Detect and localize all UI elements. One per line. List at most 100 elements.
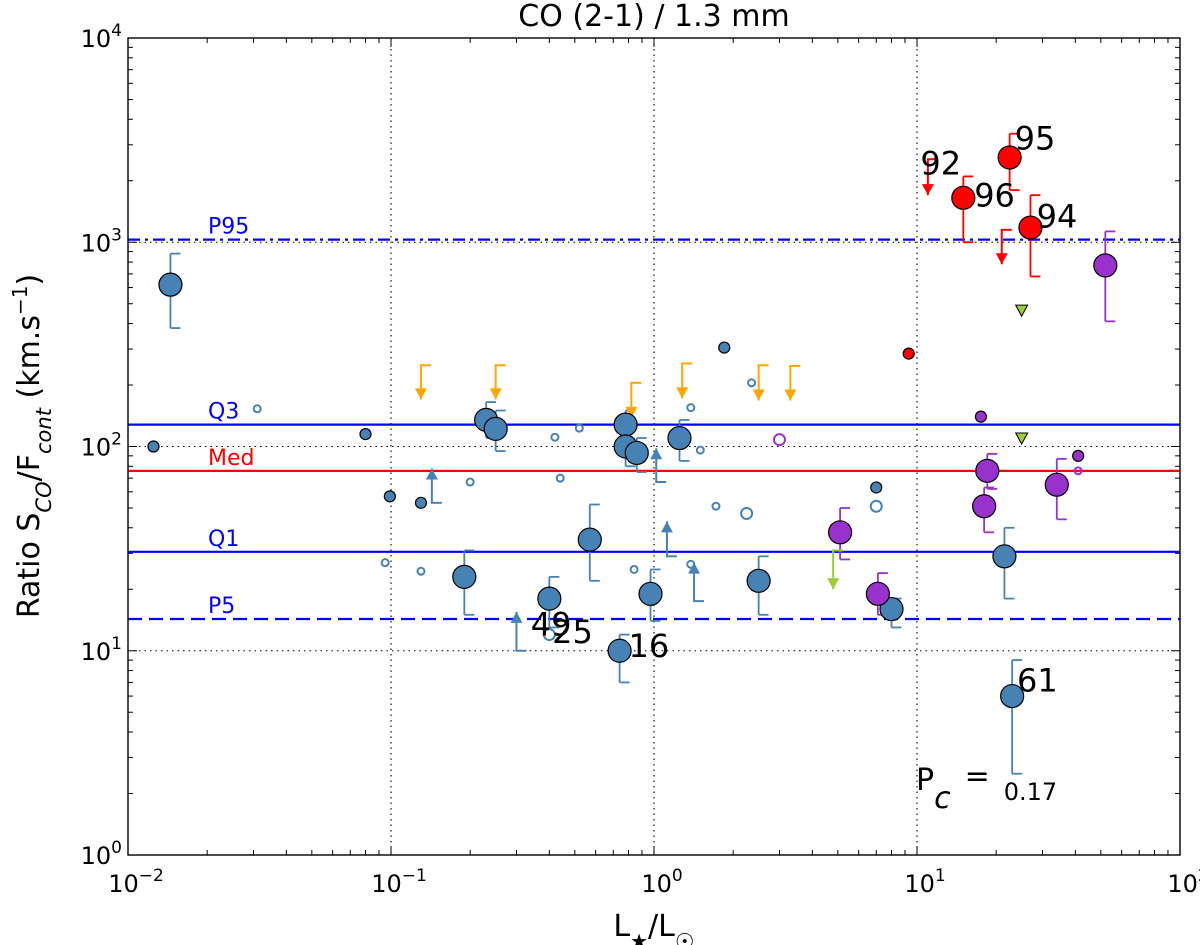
- grid: [128, 38, 1180, 855]
- upper-limit-arrow: [784, 364, 801, 401]
- y-tick-label: 100: [81, 838, 122, 870]
- data-point: [997, 145, 1022, 170]
- open-point: [686, 403, 696, 413]
- open-point: [252, 404, 262, 414]
- x-tick-label: 100: [641, 866, 682, 898]
- data-point: [359, 428, 372, 441]
- upper-limit-arrow-head: [625, 406, 638, 418]
- data-point: [992, 544, 1017, 569]
- open-point: [711, 501, 721, 511]
- data-point: [667, 425, 692, 451]
- upper-limit-arrow: [752, 364, 769, 401]
- point-label-94: 94: [1037, 198, 1078, 236]
- data-point: [718, 341, 731, 354]
- open-point: [465, 477, 475, 487]
- open-point: [629, 564, 639, 574]
- data-point: [452, 564, 477, 589]
- point-label-49: 49: [531, 605, 572, 643]
- lower-limit-arrow-head: [660, 521, 673, 533]
- data-point: [827, 520, 853, 545]
- data-point: [972, 494, 997, 519]
- data-point: [974, 410, 988, 423]
- lower-limit-arrow-head: [425, 468, 438, 480]
- data-point: [383, 490, 396, 503]
- point-label-61: 61: [1017, 662, 1058, 700]
- point-label-95: 95: [1015, 119, 1056, 157]
- point-label-16: 16: [629, 627, 670, 665]
- data-point: [902, 347, 915, 360]
- upper-limit-arrow: [676, 362, 693, 399]
- open-point: [380, 558, 390, 568]
- error-bar: [1011, 659, 1023, 775]
- open-point: [574, 423, 584, 433]
- y-tick-label: 101: [81, 634, 122, 666]
- lower-limit-arrow: [510, 611, 527, 652]
- upper-limit-arrow: [827, 549, 844, 590]
- data-point: [638, 581, 663, 606]
- data-point: [158, 272, 183, 297]
- data-point: [870, 481, 883, 494]
- upper-limit-arrow-head: [784, 389, 797, 401]
- data-point: [746, 568, 771, 593]
- reference-lines: P95 Q3 Med Q1 P5: [128, 215, 1180, 621]
- x-tick-label: 102: [1167, 866, 1200, 898]
- pc-annotation: Pc= 0.17: [916, 759, 1057, 816]
- open-point: [416, 566, 426, 576]
- upper-limit-arrow: [921, 158, 938, 196]
- reference-label-Med: Med: [208, 446, 254, 471]
- upper-limit-arrow-head: [995, 253, 1008, 265]
- y-tick-label: 103: [81, 225, 122, 257]
- lower-limit-arrow-head: [650, 448, 663, 460]
- point-label-92: 92: [920, 144, 961, 182]
- x-tick-label: 101: [904, 866, 945, 898]
- upper-limit-arrow: [414, 364, 431, 400]
- upper-limit-arrow-head: [827, 578, 840, 590]
- data-point: [1044, 472, 1069, 497]
- reference-label-P95: P95: [208, 215, 249, 240]
- y-tick-label: 102: [81, 430, 122, 462]
- data-point: [1072, 449, 1085, 462]
- y-tick-label: 104: [81, 21, 122, 53]
- upper-limit-arrow: [625, 381, 642, 418]
- chart-title: CO (2-1) / 1.3 mm: [518, 0, 789, 34]
- reference-label-Q3: Q3: [208, 400, 239, 425]
- data-point: [624, 440, 649, 466]
- reference-label-P5: P5: [208, 594, 235, 619]
- lower-limit-arrow: [688, 562, 705, 603]
- open-point: [550, 432, 560, 442]
- open-point: [542, 628, 556, 642]
- open-point: [555, 473, 565, 483]
- upper-limit-arrow-head: [489, 388, 502, 400]
- open-point: [695, 445, 705, 455]
- data-point: [607, 638, 632, 663]
- lower-limit-arrow: [425, 468, 442, 504]
- open-point: [772, 433, 786, 447]
- point-label-96: 96: [974, 176, 1015, 214]
- upper-limit-arrow-head: [921, 184, 934, 196]
- data-point: [1093, 253, 1118, 278]
- data-point: [414, 496, 428, 509]
- axis-ticks: 10−2 10−1 100 101 102 100 101 102 103 104: [81, 21, 1200, 898]
- triangle-marker: [1014, 304, 1029, 318]
- data-point: [879, 596, 904, 622]
- upper-limit-arrow: [995, 228, 1012, 265]
- open-point: [740, 506, 754, 520]
- data-point: [483, 416, 508, 441]
- open-point: [747, 378, 757, 388]
- upper-limit-arrow: [489, 364, 506, 400]
- open-point: [1073, 466, 1083, 476]
- lower-limit-arrow-head: [688, 562, 701, 574]
- x-axis-title: L★/L☉: [613, 909, 694, 945]
- x-tick-label: 10−1: [371, 866, 427, 898]
- data-point: [1000, 683, 1025, 709]
- point-label-25: 25: [552, 613, 593, 651]
- lower-limit-arrow-head: [510, 611, 523, 623]
- data-point: [951, 185, 976, 210]
- open-point: [869, 499, 883, 513]
- open-point: [686, 559, 696, 569]
- upper-limit-arrow-head: [676, 387, 689, 399]
- upper-limit-arrow-head: [414, 388, 427, 400]
- data-point: [865, 581, 890, 606]
